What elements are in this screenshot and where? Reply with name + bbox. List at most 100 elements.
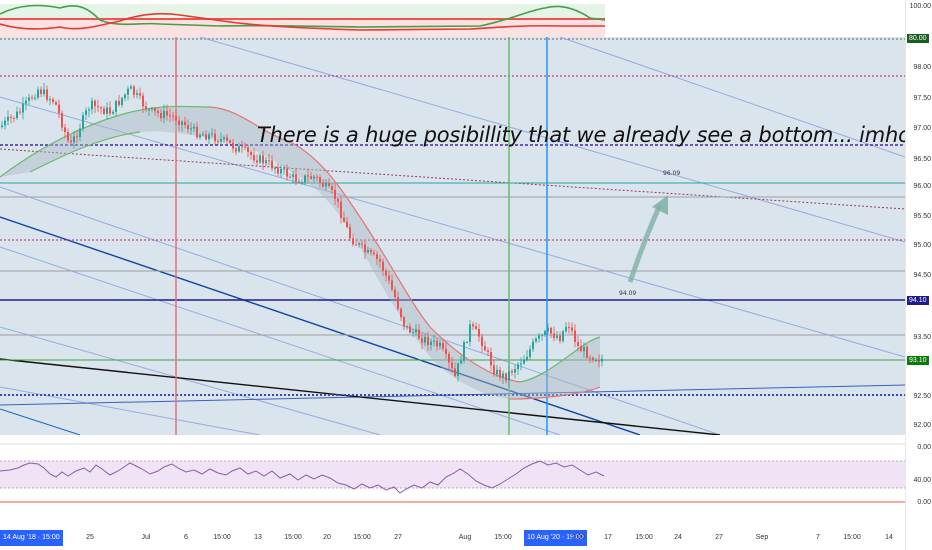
candle-body: [358, 243, 360, 245]
price-label: 92.50: [913, 393, 931, 400]
time-axis[interactable]: 14 Aug '18 · 15:00 25 Jul 6 15:00 13 15:…: [0, 528, 905, 550]
candle-body: [502, 373, 504, 378]
candle-body: [97, 106, 99, 108]
price-axis[interactable]: 100.00 80.00 98.00 97.50 97.00 96.50 96.…: [905, 0, 932, 550]
candle-body: [382, 261, 384, 271]
candle-body: [43, 89, 45, 95]
candle-body: [337, 198, 339, 202]
time-label: 13: [254, 534, 262, 541]
time-label: 15:00: [635, 534, 653, 541]
top-indicator-svg: [0, 0, 606, 37]
candle-body: [10, 116, 12, 118]
candle-body: [259, 155, 261, 163]
candle-body: [208, 134, 210, 140]
green-oscillator-line: [0, 4, 606, 28]
candle-body: [94, 100, 96, 107]
candle-body: [73, 136, 75, 143]
candle-body: [313, 176, 315, 179]
candle-body: [40, 89, 42, 95]
main-chart-pane[interactable]: 96.09 94.09 There is a huge posibillity …: [0, 37, 905, 435]
candle-body: [169, 115, 171, 117]
candle-body: [121, 98, 123, 105]
time-label: Aug: [458, 534, 472, 541]
top-indicator-pane[interactable]: [0, 0, 905, 37]
price-chart[interactable]: 96.09 94.09: [0, 37, 905, 435]
candle-body: [376, 254, 378, 260]
candle-body: [124, 94, 126, 99]
candle-body: [301, 182, 303, 184]
candle-body: [142, 95, 144, 107]
candle-body: [199, 135, 201, 138]
candle-body: [181, 121, 183, 125]
candle-body: [433, 340, 435, 342]
candle-body: [22, 103, 24, 113]
candle-body: [232, 142, 234, 149]
candle-body: [439, 342, 441, 347]
candle-body: [394, 289, 396, 297]
candle-body: [100, 107, 102, 109]
candle-body: [535, 338, 537, 342]
candle-body: [274, 167, 276, 169]
candle-body: [601, 358, 603, 362]
time-label: 2:00: [571, 534, 585, 541]
candle-body: [136, 93, 138, 95]
candle-body: [238, 146, 240, 152]
price-label: 100.00: [909, 3, 931, 10]
candle-body: [388, 275, 390, 281]
time-label: 15:00: [353, 534, 371, 541]
candle-body: [247, 147, 249, 152]
candlestick-series: [1, 82, 603, 388]
candle-body: [361, 243, 363, 245]
candle-body: [31, 97, 33, 99]
time-axis-start-tag: 14 Aug '18 · 15:00: [0, 530, 63, 546]
candle-body: [385, 270, 387, 276]
time-label: 17: [604, 534, 612, 541]
candle-body: [106, 107, 108, 114]
price-label: 93.50: [913, 334, 931, 341]
rsi-line: [0, 460, 605, 494]
candle-body: [67, 131, 69, 141]
candle-body: [19, 111, 21, 113]
candle-body: [427, 336, 429, 346]
price-label: 96.00: [913, 183, 931, 190]
candle-body: [331, 186, 333, 190]
candle-body: [484, 346, 486, 351]
rsi-svg: [0, 443, 905, 503]
candle-body: [109, 107, 111, 114]
candle-body: [151, 108, 153, 110]
annotation-text: There is a huge posibillity that we alre…: [257, 123, 905, 147]
candle-body: [352, 238, 354, 245]
candle-body: [406, 326, 408, 328]
candle-body: [187, 125, 189, 130]
candle-body: [400, 308, 402, 318]
candle-body: [289, 176, 291, 178]
candle-body: [379, 259, 381, 262]
channel-lines: [0, 37, 905, 435]
rsi-band: [0, 461, 905, 488]
candle-body: [463, 342, 465, 361]
candle-body: [577, 342, 579, 346]
candle-body: [46, 89, 48, 100]
candle-body: [34, 97, 36, 99]
candle-body: [193, 126, 195, 129]
price-label: 97.50: [913, 95, 931, 102]
candle-body: [133, 86, 135, 95]
candle-body: [304, 175, 306, 183]
candle-body: [520, 363, 522, 365]
candle-body: [7, 116, 9, 121]
candle-body: [409, 326, 411, 333]
candle-body: [487, 350, 489, 352]
candle-body: [508, 371, 510, 381]
target-price-label: 96.09: [663, 170, 680, 177]
candle-body: [403, 317, 405, 327]
candle-body: [517, 364, 519, 370]
candle-body: [310, 176, 312, 179]
rsi-pane[interactable]: [0, 441, 905, 511]
candle-body: [115, 100, 117, 112]
cursor-time-tag: 10 Aug '20 · 19:00: [524, 530, 587, 546]
candle-body: [217, 141, 219, 143]
candle-body: [367, 249, 369, 253]
candle-body: [91, 100, 93, 110]
candle-body: [268, 160, 270, 162]
candle-body: [82, 114, 84, 129]
